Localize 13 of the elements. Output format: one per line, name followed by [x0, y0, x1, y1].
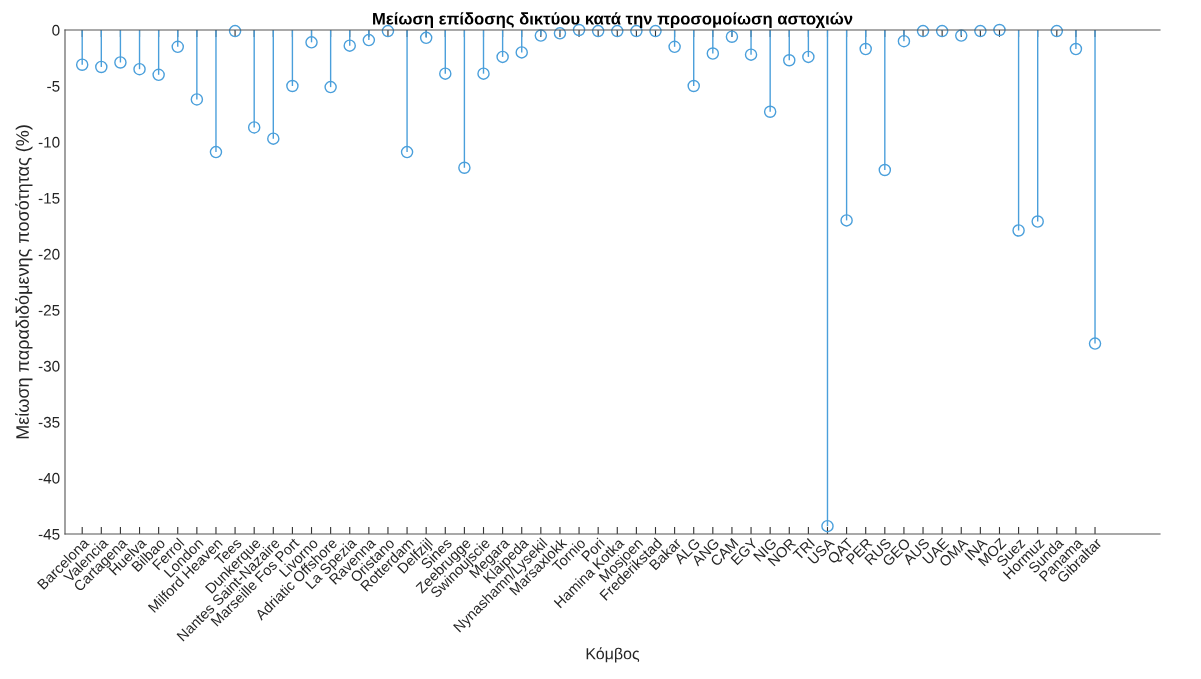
y-tick-label: 0	[52, 24, 60, 36]
chart-title: Μείωση επίδοσης δικτύου κατά την προσομοίωση αστοχιών	[373, 12, 853, 28]
y-tick-label: -10	[38, 136, 60, 148]
x-axis-title: Κόμβος	[586, 647, 640, 663]
y-tick-label: -5	[47, 81, 60, 92]
y-tick-label: -20	[38, 248, 60, 260]
y-axis-title: Μείωση παραδιδόμενης ποσότητας (%)	[15, 125, 33, 439]
y-tick-label: -15	[38, 193, 60, 204]
y-tick-label: -25	[38, 304, 60, 316]
y-tick-label: -45	[38, 529, 60, 540]
y-tick-label: -40	[38, 472, 60, 484]
y-tick-label: -30	[38, 360, 60, 372]
y-tick-label: -35	[38, 416, 60, 428]
